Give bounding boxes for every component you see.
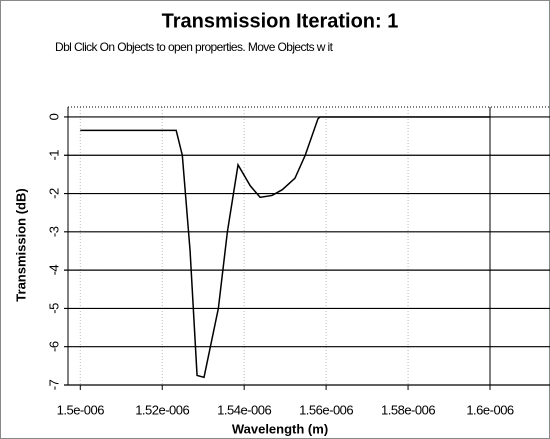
- x-tick-label: 1.56e-006: [299, 402, 353, 417]
- y-tick-label: -2: [46, 188, 61, 199]
- y-tick-label: -6: [46, 341, 61, 352]
- x-tick-label: 1.52e-006: [135, 402, 189, 417]
- x-tick-label: 1.58e-006: [381, 402, 435, 417]
- data-line: [80, 116, 490, 379]
- y-tick-label: -3: [46, 226, 61, 237]
- y-tick-label: -4: [46, 265, 61, 276]
- chart-subtitle: Dbl Click On Objects to open properties.…: [55, 40, 334, 54]
- x-tick-label: 1.54e-006: [217, 402, 271, 417]
- y-axis-label: Transmission (dB): [13, 188, 28, 301]
- x-tick-label: 1.6e-006: [466, 402, 514, 417]
- y-tick-label: -7: [46, 379, 61, 390]
- y-tick-label: -1: [46, 150, 61, 161]
- x-axis-label: Wavelength (m): [232, 421, 328, 436]
- chart-title: Transmission Iteration: 1: [162, 10, 399, 32]
- y-tick-label: 0: [46, 113, 61, 120]
- y-tick-label: -5: [46, 303, 61, 314]
- x-tick-label: 1.5e-006: [57, 402, 105, 417]
